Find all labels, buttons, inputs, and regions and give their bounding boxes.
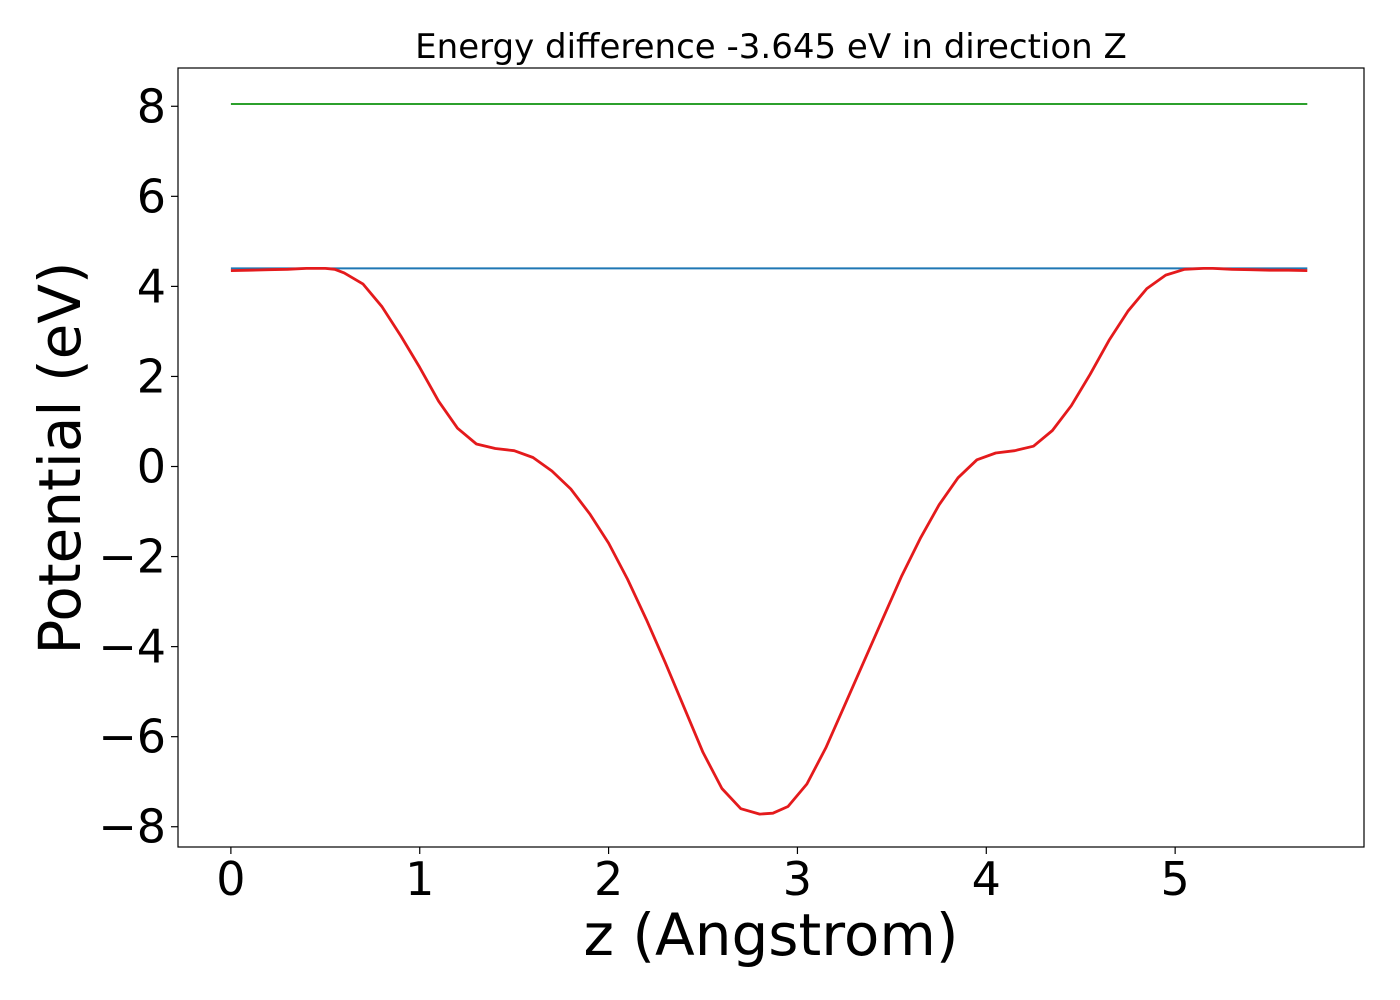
series-line-3 xyxy=(230,266,1308,816)
y-tick-label: −6 xyxy=(98,710,166,764)
y-tick-label: 0 xyxy=(137,440,166,494)
y-tick-label: 4 xyxy=(137,259,166,313)
x-tick-label: 3 xyxy=(783,852,812,906)
y-tick-label: 2 xyxy=(137,349,166,403)
plot-area xyxy=(230,103,1308,816)
x-tick-label: 4 xyxy=(972,852,1001,906)
x-tick-label: 5 xyxy=(1161,852,1190,906)
x-tick-label: 0 xyxy=(216,852,245,906)
x-tick-label: 1 xyxy=(405,852,434,906)
chart-title: Energy difference -3.645 eV in direction… xyxy=(415,27,1127,67)
x-axis-label: z (Angstrom) xyxy=(584,901,959,969)
y-axis-label: Potential (eV) xyxy=(26,261,94,654)
y-tick-label: 8 xyxy=(137,79,166,133)
y-tick-label: −4 xyxy=(98,620,166,674)
y-tick-label: −2 xyxy=(98,530,166,584)
y-tick-label: 6 xyxy=(137,169,166,223)
plot-frame xyxy=(177,67,1365,848)
x-tick-label: 2 xyxy=(594,852,623,906)
y-tick-label: −8 xyxy=(98,800,166,854)
